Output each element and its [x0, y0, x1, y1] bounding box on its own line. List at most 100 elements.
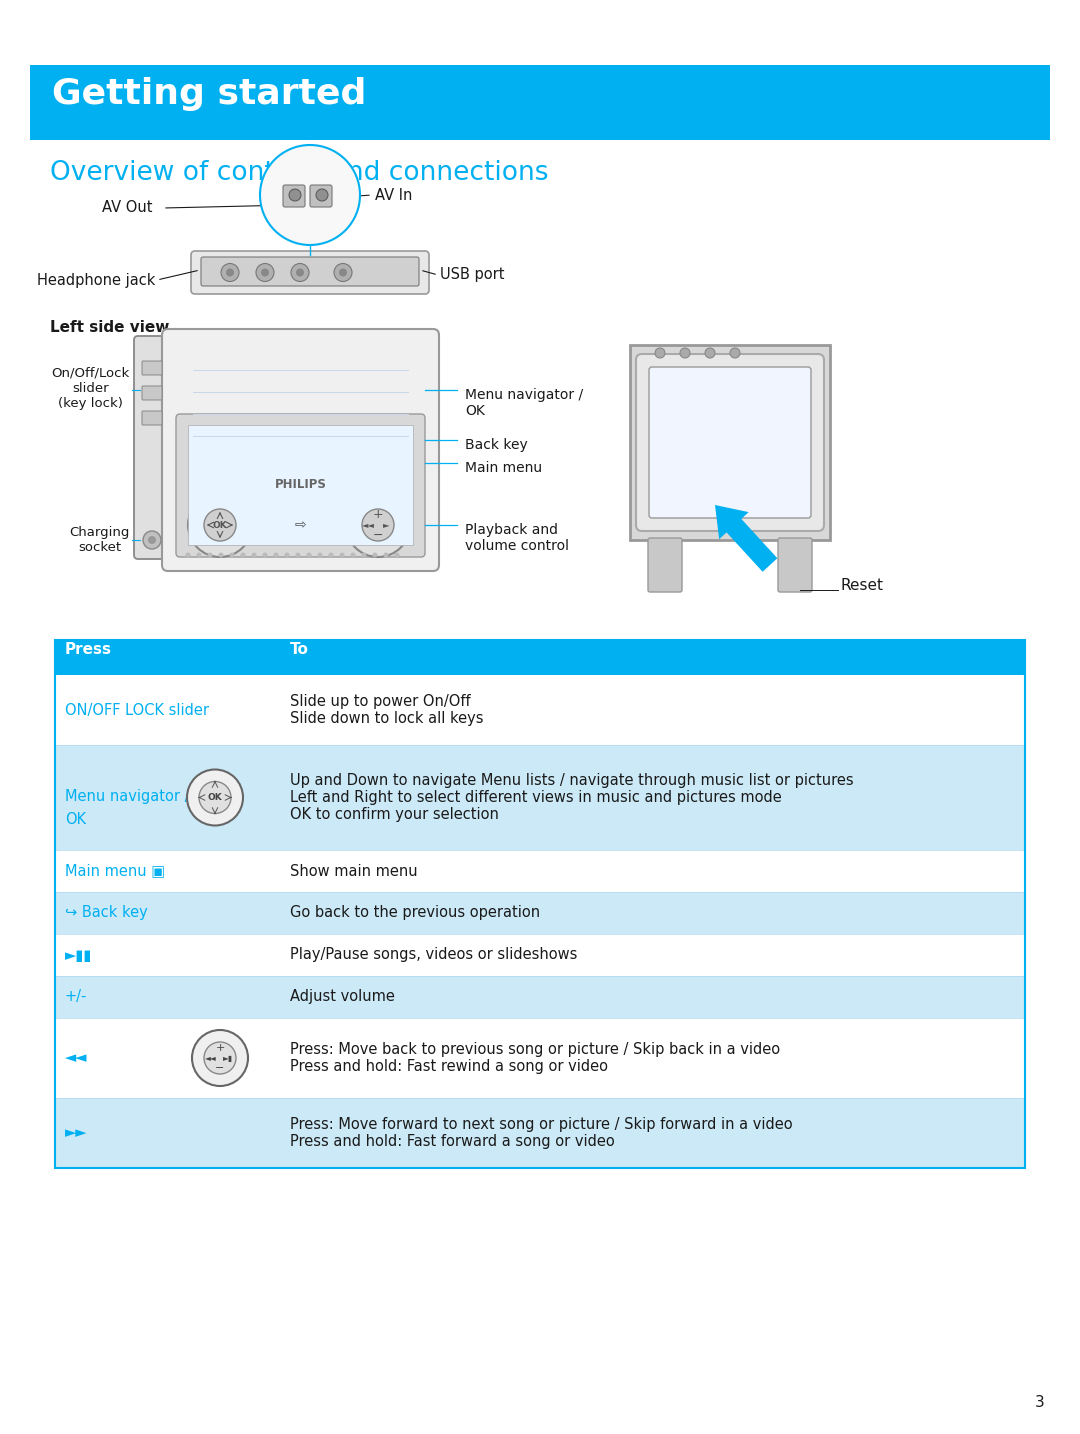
- FancyBboxPatch shape: [188, 424, 413, 545]
- Circle shape: [362, 552, 366, 558]
- FancyBboxPatch shape: [310, 185, 332, 206]
- Text: Back key: Back key: [465, 437, 528, 452]
- FancyBboxPatch shape: [141, 412, 162, 424]
- FancyBboxPatch shape: [30, 65, 1050, 141]
- Circle shape: [273, 552, 279, 558]
- Text: +: +: [215, 1043, 225, 1053]
- Circle shape: [394, 552, 400, 558]
- Text: ON/OFF LOCK slider: ON/OFF LOCK slider: [65, 703, 210, 717]
- FancyBboxPatch shape: [141, 386, 162, 400]
- FancyBboxPatch shape: [636, 354, 824, 531]
- Text: AV Out: AV Out: [102, 201, 152, 215]
- Circle shape: [188, 493, 252, 556]
- Text: ►: ►: [382, 521, 389, 529]
- FancyBboxPatch shape: [141, 361, 162, 376]
- FancyBboxPatch shape: [55, 1098, 1025, 1169]
- FancyBboxPatch shape: [55, 850, 1025, 892]
- FancyBboxPatch shape: [55, 746, 1025, 850]
- Circle shape: [218, 552, 224, 558]
- Text: −: −: [215, 1063, 225, 1073]
- Circle shape: [339, 268, 347, 277]
- FancyBboxPatch shape: [55, 934, 1025, 977]
- Circle shape: [730, 348, 740, 358]
- Text: Getting started: Getting started: [52, 77, 366, 110]
- Circle shape: [284, 552, 289, 558]
- Text: 3: 3: [1036, 1395, 1045, 1410]
- Text: Headphone jack: Headphone jack: [37, 272, 156, 287]
- Text: Main menu ▣: Main menu ▣: [65, 863, 165, 879]
- Circle shape: [289, 189, 301, 201]
- Circle shape: [252, 552, 257, 558]
- Text: ►▮▮: ►▮▮: [65, 948, 92, 962]
- FancyBboxPatch shape: [283, 185, 305, 206]
- Circle shape: [307, 552, 311, 558]
- Circle shape: [262, 552, 268, 558]
- Circle shape: [296, 552, 300, 558]
- Circle shape: [192, 1030, 248, 1086]
- Text: OK: OK: [65, 812, 86, 826]
- Circle shape: [362, 509, 394, 541]
- Text: Main menu: Main menu: [465, 460, 542, 475]
- FancyBboxPatch shape: [201, 257, 419, 285]
- FancyBboxPatch shape: [282, 511, 318, 539]
- Circle shape: [226, 268, 234, 277]
- FancyBboxPatch shape: [134, 336, 170, 559]
- Circle shape: [197, 552, 202, 558]
- Text: Up and Down to navigate Menu lists / navigate through music list or pictures
Lef: Up and Down to navigate Menu lists / nav…: [291, 773, 853, 823]
- Text: ⇨: ⇨: [294, 518, 306, 532]
- FancyBboxPatch shape: [778, 538, 812, 592]
- Circle shape: [373, 552, 378, 558]
- Circle shape: [204, 1043, 237, 1074]
- Text: Overview of controls and connections: Overview of controls and connections: [50, 161, 549, 186]
- Text: Show main menu: Show main menu: [291, 863, 418, 879]
- Circle shape: [351, 552, 355, 558]
- Text: Menu navigator /
OK: Menu navigator / OK: [465, 389, 583, 419]
- Circle shape: [328, 552, 334, 558]
- FancyBboxPatch shape: [649, 367, 811, 518]
- Text: Charging
socket: Charging socket: [69, 526, 130, 554]
- Circle shape: [199, 782, 231, 813]
- Circle shape: [256, 264, 274, 281]
- Circle shape: [241, 552, 245, 558]
- Text: Menu navigator /: Menu navigator /: [65, 790, 189, 804]
- Polygon shape: [630, 346, 831, 541]
- Text: +: +: [373, 509, 383, 522]
- Text: USB port: USB port: [440, 268, 504, 282]
- FancyBboxPatch shape: [55, 977, 1025, 1018]
- FancyArrow shape: [715, 505, 778, 572]
- Text: On/Off/Lock
slider
(key lock): On/Off/Lock slider (key lock): [52, 367, 130, 410]
- Circle shape: [229, 552, 234, 558]
- Text: Adjust volume: Adjust volume: [291, 989, 395, 1004]
- Text: To: To: [291, 642, 309, 658]
- Circle shape: [383, 552, 389, 558]
- Text: Reset: Reset: [840, 578, 883, 592]
- Text: Slide up to power On/Off
Slide down to lock all keys: Slide up to power On/Off Slide down to l…: [291, 694, 484, 726]
- Text: Press: Press: [65, 642, 112, 658]
- Circle shape: [187, 770, 243, 826]
- FancyBboxPatch shape: [162, 328, 438, 571]
- Text: Playback and
volume control: Playback and volume control: [465, 523, 569, 554]
- Text: PHILIPS: PHILIPS: [274, 479, 326, 492]
- Text: ►▮: ►▮: [222, 1054, 233, 1063]
- Circle shape: [680, 348, 690, 358]
- Text: ►►: ►►: [65, 1126, 87, 1140]
- FancyBboxPatch shape: [176, 414, 426, 556]
- Circle shape: [148, 536, 156, 543]
- Text: +/-: +/-: [65, 989, 87, 1004]
- Text: Press: Move forward to next song or picture / Skip forward in a video
Press and : Press: Move forward to next song or pict…: [291, 1117, 793, 1149]
- FancyBboxPatch shape: [191, 251, 429, 294]
- FancyBboxPatch shape: [648, 538, 681, 592]
- Circle shape: [296, 268, 303, 277]
- Circle shape: [654, 348, 665, 358]
- Text: Left side view: Left side view: [50, 320, 170, 336]
- Text: OK: OK: [207, 793, 222, 802]
- Circle shape: [316, 189, 328, 201]
- Circle shape: [334, 264, 352, 281]
- Text: Play/Pause songs, videos or slideshows: Play/Pause songs, videos or slideshows: [291, 948, 578, 962]
- FancyBboxPatch shape: [55, 1018, 1025, 1098]
- Circle shape: [339, 552, 345, 558]
- Text: ◄◄: ◄◄: [362, 521, 375, 529]
- FancyBboxPatch shape: [55, 892, 1025, 934]
- Circle shape: [186, 552, 190, 558]
- Circle shape: [204, 509, 237, 541]
